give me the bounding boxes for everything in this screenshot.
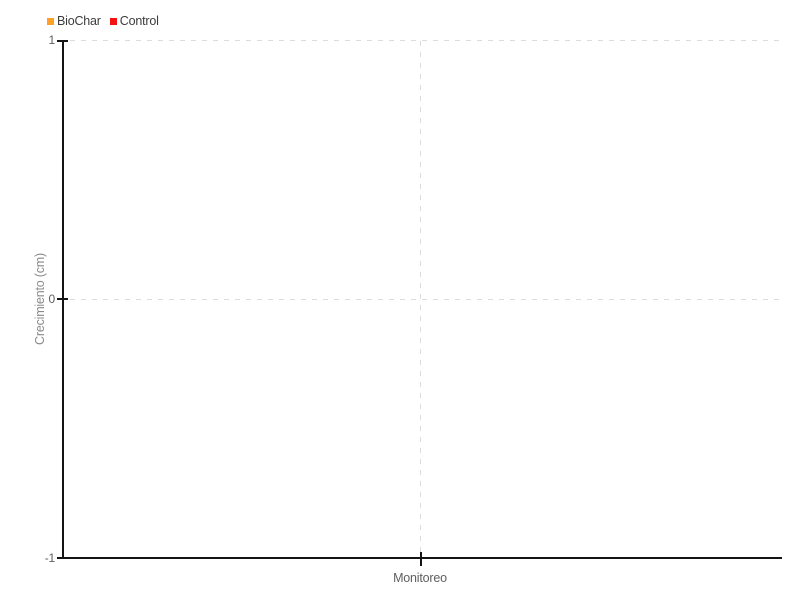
y-tick-label-0: 0 [48, 292, 56, 306]
legend: BioChar Control [47, 14, 159, 28]
legend-swatch-control-icon [109, 17, 117, 25]
x-tick-mark-monitoreo [420, 552, 422, 566]
y-tick-mark-1 [57, 40, 68, 42]
gridline-y-0 [70, 299, 782, 300]
y-tick-label-minus-1: -1 [44, 551, 55, 565]
legend-label-biochar: BioChar [57, 14, 101, 28]
legend-item-control[interactable]: Control [109, 14, 159, 28]
x-tick-label-monitoreo: Monitoreo [393, 571, 447, 585]
gridline-y-1 [70, 40, 782, 41]
legend-item-biochar[interactable]: BioChar [47, 14, 101, 28]
y-tick-label-1: 1 [48, 33, 56, 47]
legend-swatch-biochar-icon [47, 17, 54, 25]
y-tick-mark-0 [57, 298, 68, 300]
gridline-x-monitoreo [420, 41, 421, 556]
legend-label-control: Control [119, 14, 159, 28]
x-axis-line [57, 557, 782, 559]
y-axis-title: Crecimiento (cm) [33, 253, 47, 345]
